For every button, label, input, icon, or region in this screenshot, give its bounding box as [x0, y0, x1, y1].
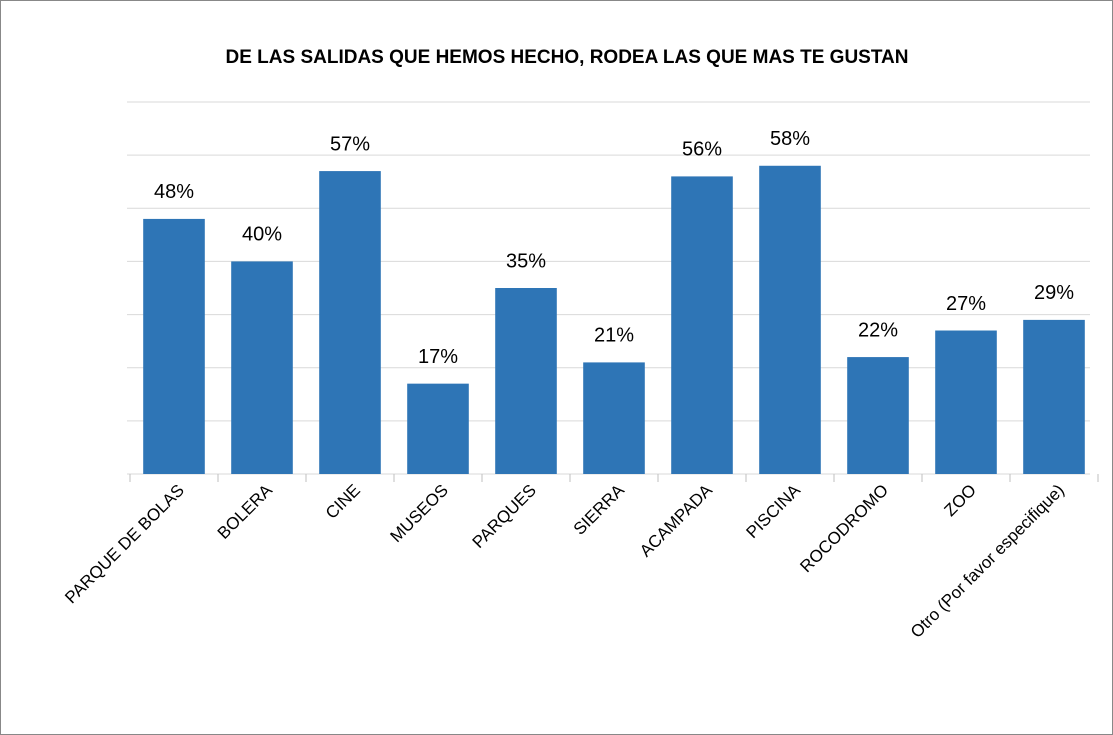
bar	[583, 362, 645, 474]
data-label: 40%	[242, 224, 282, 246]
data-label: 22%	[858, 319, 898, 341]
bar	[935, 330, 997, 474]
data-label: 57%	[330, 133, 370, 155]
data-label: 35%	[506, 250, 546, 272]
data-label: 48%	[154, 181, 194, 203]
data-label: 17%	[418, 346, 458, 368]
data-label: 29%	[1034, 282, 1074, 304]
bar	[671, 176, 733, 474]
bar	[1023, 319, 1085, 474]
bar	[407, 383, 469, 474]
bar	[231, 261, 293, 474]
data-label: 27%	[946, 293, 986, 315]
bar	[319, 171, 381, 475]
bar	[143, 218, 205, 474]
data-label: 56%	[682, 139, 722, 161]
bar	[495, 288, 557, 474]
data-label: 58%	[770, 128, 810, 150]
chart-title: DE LAS SALIDAS QUE HEMOS HECHO, RODEA LA…	[226, 47, 909, 68]
data-label: 21%	[594, 325, 634, 347]
bar	[759, 165, 821, 474]
bar	[847, 357, 909, 474]
